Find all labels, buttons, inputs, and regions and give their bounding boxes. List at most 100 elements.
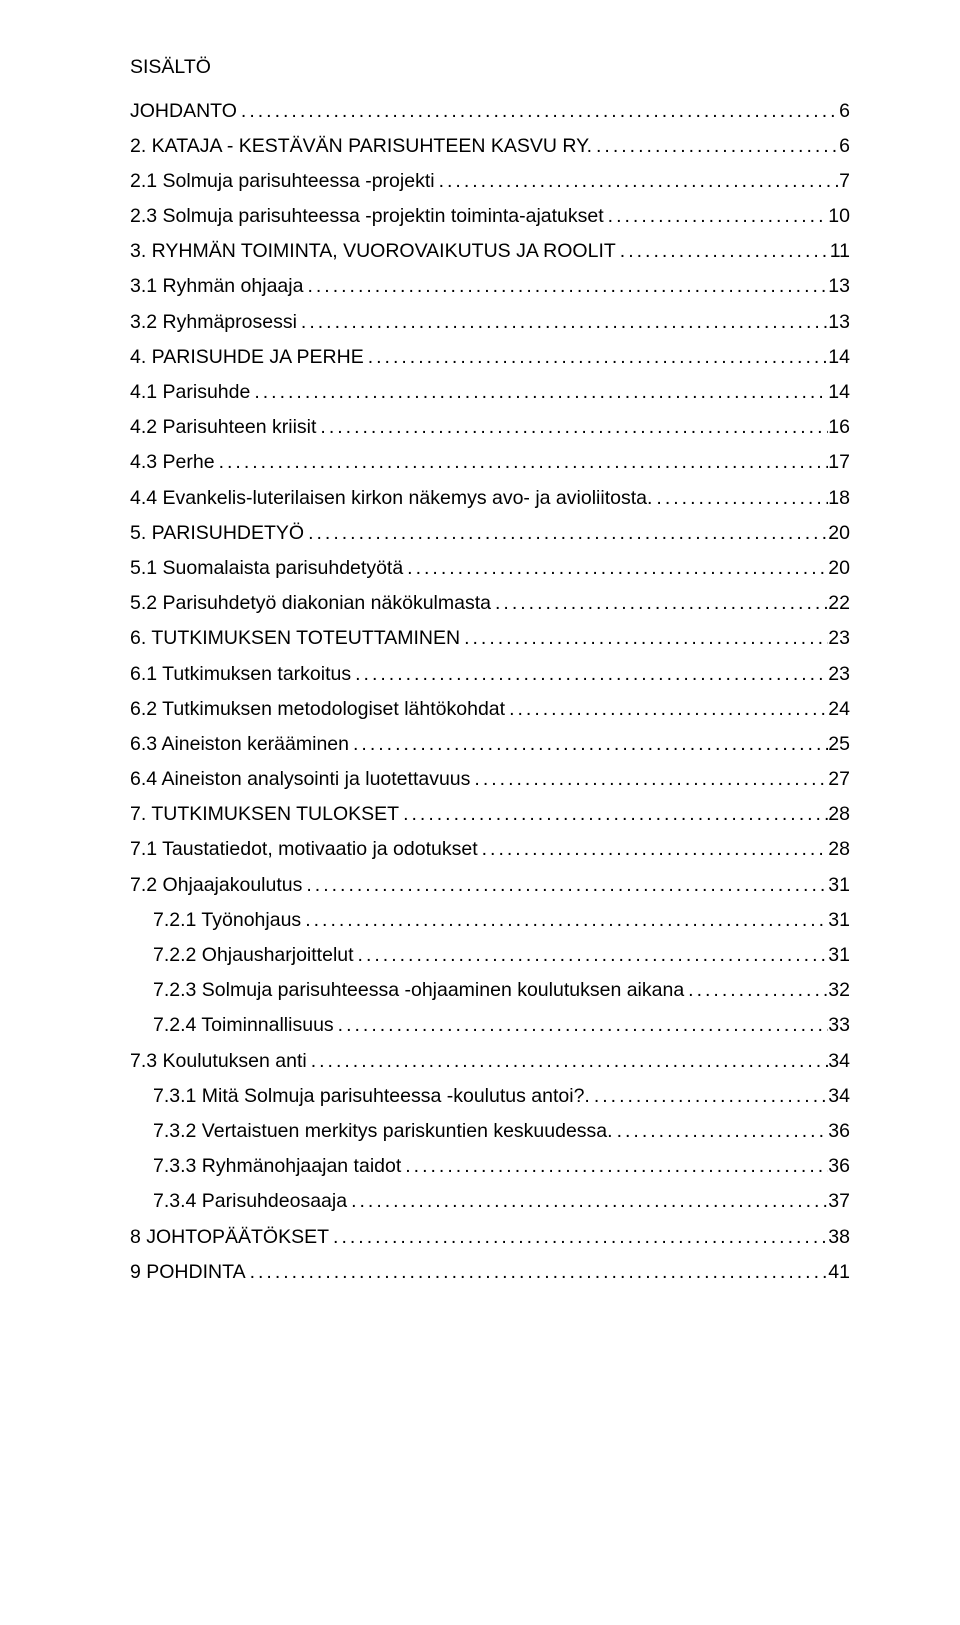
toc-entry-page: 14 xyxy=(828,348,850,368)
toc-entry-page: 31 xyxy=(828,876,850,896)
toc-dot-leader xyxy=(460,629,828,649)
toc-dot-leader xyxy=(334,1016,829,1036)
toc-dot-leader xyxy=(364,348,829,368)
toc-entry-label: 7.2.1 Työnohjaus xyxy=(153,911,301,931)
toc-entry-label: 7. TUTKIMUKSEN TULOKSET xyxy=(130,805,399,825)
toc-entry: 7.2.3 Solmuja parisuhteessa -ohjaaminen … xyxy=(130,981,850,1001)
toc-dot-leader xyxy=(250,383,828,403)
toc-entry-page: 23 xyxy=(828,629,850,649)
toc-entry: 4. PARISUHDE JA PERHE 14 xyxy=(130,348,850,368)
toc-entry-label: 3.2 Ryhmäprosessi xyxy=(130,313,297,333)
toc-dot-leader xyxy=(399,805,828,825)
toc-entry: 5.2 Parisuhdetyö diakonian näkökulmasta 2… xyxy=(130,594,850,614)
toc-entry-label: 7.3 Koulutuksen anti xyxy=(130,1052,307,1072)
toc-entry-label: 4.2 Parisuhteen kriisit xyxy=(130,418,316,438)
toc-entry-page: 34 xyxy=(828,1087,850,1107)
toc-entry: 7.3 Koulutuksen anti34 xyxy=(130,1052,850,1072)
toc-entry-page: 7 xyxy=(839,172,850,192)
toc-entry: 6.1 Tutkimuksen tarkoitus 23 xyxy=(130,665,850,685)
toc-entry-page: 18 xyxy=(828,489,850,509)
toc-entry-page: 36 xyxy=(828,1157,850,1177)
toc-entry-label: 4. PARISUHDE JA PERHE xyxy=(130,348,364,368)
toc-entry-page: 31 xyxy=(828,911,850,931)
toc-entry: 6.2 Tutkimuksen metodologiset lähtökohda… xyxy=(130,700,850,720)
toc-dot-leader xyxy=(351,665,828,685)
toc-entry-label: 3. RYHMÄN TOIMINTA, VUOROVAIKUTUS JA ROO… xyxy=(130,242,616,262)
toc-entry: 7.3.4 Parisuhdeosaaja37 xyxy=(130,1192,850,1212)
toc-dot-leader xyxy=(347,1192,828,1212)
toc-entry-page: 6 xyxy=(839,102,850,122)
toc-entry: 2. KATAJA - KESTÄVÄN PARISUHTEEN KASVU R… xyxy=(130,137,850,157)
toc-dot-leader xyxy=(616,242,830,262)
toc-entry-label: 8 JOHTOPÄÄTÖKSET xyxy=(130,1228,329,1248)
toc-entry-page: 22 xyxy=(828,594,850,614)
toc-dot-leader xyxy=(297,313,828,333)
toc-entry-page: 20 xyxy=(828,559,850,579)
toc-entry: 7.3.3 Ryhmänohjaajan taidot 36 xyxy=(130,1157,850,1177)
toc-entry-page: 13 xyxy=(828,277,850,297)
page-container: SISÄLTÖ JOHDANTO62. KATAJA - KESTÄVÄN PA… xyxy=(0,0,960,1356)
toc-entry-label: 7.3.3 Ryhmänohjaajan taidot xyxy=(153,1157,401,1177)
toc-entry-label: JOHDANTO xyxy=(130,102,237,122)
toc-dot-leader xyxy=(316,418,828,438)
toc-dot-leader xyxy=(590,1087,828,1107)
toc-entry-label: 5.1 Suomalaista parisuhdetyötä xyxy=(130,559,403,579)
toc-entry-label: 6.1 Tutkimuksen tarkoitus xyxy=(130,665,351,685)
toc-entry-label: 7.2.2 Ohjausharjoittelut xyxy=(153,946,354,966)
toc-entry: 7.3.2 Vertaistuen merkitys pariskuntien … xyxy=(130,1122,850,1142)
toc-entry-page: 17 xyxy=(828,453,850,473)
toc-entry-label: 7.3.2 Vertaistuen merkitys pariskuntien … xyxy=(153,1122,613,1142)
toc-dot-leader xyxy=(505,700,828,720)
toc-entry-page: 24 xyxy=(828,700,850,720)
toc-entry-page: 14 xyxy=(828,383,850,403)
toc-dot-leader xyxy=(652,489,828,509)
toc-entry-page: 28 xyxy=(828,805,850,825)
toc-entry-page: 23 xyxy=(828,665,850,685)
toc-entry-page: 27 xyxy=(828,770,850,790)
toc-entry: 7.3.1 Mitä Solmuja parisuhteessa -koulut… xyxy=(130,1087,850,1107)
toc-dot-leader xyxy=(478,840,829,860)
toc-dot-leader xyxy=(301,911,828,931)
toc-dot-leader xyxy=(304,524,828,544)
toc-entry-label: 7.1 Taustatiedot, motivaatio ja odotukse… xyxy=(130,840,478,860)
toc-entry-label: 4.3 Perhe xyxy=(130,453,215,473)
toc-entry-label: 5. PARISUHDETYÖ xyxy=(130,524,304,544)
toc-entry-label: 7.2.3 Solmuja parisuhteessa -ohjaaminen … xyxy=(153,981,684,1001)
toc-entry: 7.1 Taustatiedot, motivaatio ja odotukse… xyxy=(130,840,850,860)
toc-entry: 7.2.4 Toiminnallisuus 33 xyxy=(130,1016,850,1036)
toc-entry-page: 28 xyxy=(828,840,850,860)
toc-entry-page: 37 xyxy=(828,1192,850,1212)
toc-entry-label: 5.2 Parisuhdetyö diakonian näkökulmasta xyxy=(130,594,491,614)
toc-entry-page: 31 xyxy=(828,946,850,966)
toc-entry-label: 6.4 Aineiston analysointi ja luotettavuu… xyxy=(130,770,470,790)
toc-entry: 6.3 Aineiston kerääminen25 xyxy=(130,735,850,755)
toc-dot-leader xyxy=(592,137,839,157)
toc-entry-page: 20 xyxy=(828,524,850,544)
toc-entry: 4.3 Perhe 17 xyxy=(130,453,850,473)
toc-entry-label: 6. TUTKIMUKSEN TOTEUTTAMINEN xyxy=(130,629,460,649)
toc-dot-leader xyxy=(684,981,828,1001)
toc-dot-leader xyxy=(349,735,828,755)
toc-entry: 7.2.1 Työnohjaus 31 xyxy=(130,911,850,931)
toc-entry: 2.3 Solmuja parisuhteessa -projektin toi… xyxy=(130,207,850,227)
toc-dot-leader xyxy=(307,1052,829,1072)
toc-entry-page: 33 xyxy=(828,1016,850,1036)
toc-entry: 7. TUTKIMUKSEN TULOKSET 28 xyxy=(130,805,850,825)
toc-dot-leader xyxy=(604,207,829,227)
toc-entry: 2.1 Solmuja parisuhteessa -projekti7 xyxy=(130,172,850,192)
toc-entry: 5.1 Suomalaista parisuhdetyötä 20 xyxy=(130,559,850,579)
toc-entry-label: 2.3 Solmuja parisuhteessa -projektin toi… xyxy=(130,207,604,227)
toc-entry-label: 9 POHDINTA xyxy=(130,1263,246,1283)
toc-entry-page: 10 xyxy=(828,207,850,227)
toc-entry-label: 7.2.4 Toiminnallisuus xyxy=(153,1016,334,1036)
toc-entry: 7.2 Ohjaajakoulutus31 xyxy=(130,876,850,896)
toc-dot-leader xyxy=(470,770,828,790)
toc-entry-page: 11 xyxy=(830,242,850,262)
toc-entry-page: 36 xyxy=(828,1122,850,1142)
toc-entry-label: 6.2 Tutkimuksen metodologiset lähtökohda… xyxy=(130,700,505,720)
toc-entry: 4.2 Parisuhteen kriisit16 xyxy=(130,418,850,438)
toc-entry: 3. RYHMÄN TOIMINTA, VUOROVAIKUTUS JA ROO… xyxy=(130,242,850,262)
toc-entry: JOHDANTO 6 xyxy=(130,102,850,122)
table-of-contents: JOHDANTO 6 2. KATAJA - KESTÄVÄN PARISUHTEE… xyxy=(130,102,850,1283)
toc-entry: 6.4 Aineiston analysointi ja luotettavuu… xyxy=(130,770,850,790)
